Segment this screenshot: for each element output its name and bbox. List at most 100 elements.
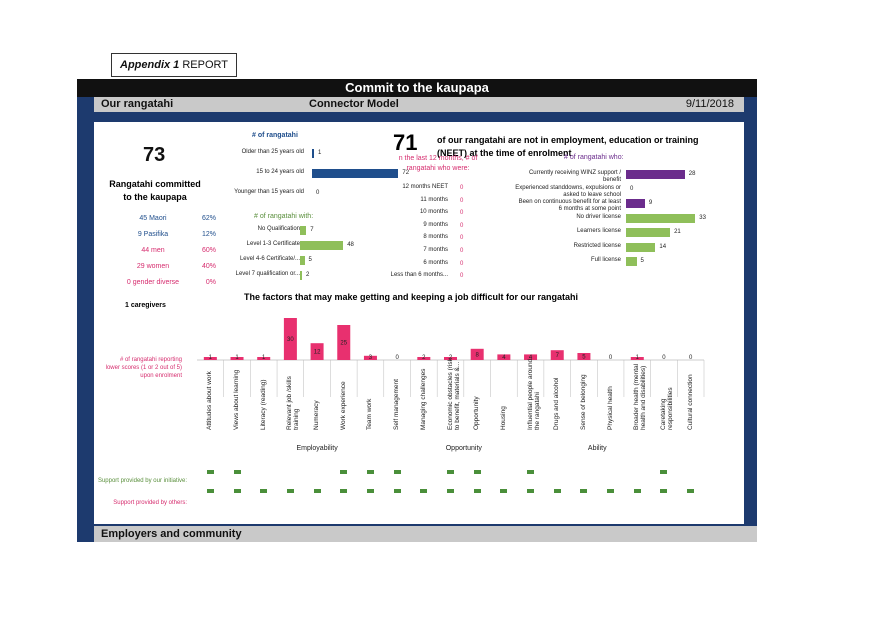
qualification-value: 5 bbox=[308, 257, 312, 263]
support-ours-marker bbox=[393, 470, 401, 474]
factor-group-label: Ability bbox=[587, 445, 607, 452]
support-ours-marker bbox=[206, 470, 214, 474]
support-others-marker bbox=[553, 489, 561, 493]
neet-value: 0 bbox=[460, 210, 464, 217]
who-value: 5 bbox=[640, 258, 644, 264]
factor-category-label: Self management bbox=[393, 379, 401, 430]
age-value: 72 bbox=[402, 170, 410, 176]
section-label: Our rangatahi bbox=[101, 98, 174, 110]
factor-bar bbox=[470, 348, 484, 360]
who-bar bbox=[626, 228, 671, 237]
summary-row-label: 9 Pasifika bbox=[137, 231, 169, 238]
who-label: Been on continuous benefit for at least … bbox=[518, 199, 621, 212]
factor-category-label: Physical health bbox=[606, 386, 614, 430]
neet-label: 6 months bbox=[423, 259, 448, 266]
support-others-marker bbox=[233, 489, 241, 493]
support-others-marker bbox=[366, 489, 374, 493]
qualification-value: 2 bbox=[306, 272, 310, 278]
neet-value: 0 bbox=[460, 248, 464, 254]
qualification-bar bbox=[300, 271, 302, 280]
support-ours-marker bbox=[233, 470, 241, 474]
caregivers-count: 1 caregivers bbox=[125, 302, 166, 309]
who-value: 14 bbox=[659, 243, 667, 250]
committed-label: Rangatahi committed to the kaupapa bbox=[109, 179, 201, 202]
factor-bar bbox=[310, 343, 324, 360]
qualification-label: Level 4-6 Certificate/... bbox=[239, 256, 300, 262]
who-bar bbox=[626, 257, 637, 266]
appendix-label: Appendix 1 REPORT 1 bbox=[111, 53, 237, 93]
qualification-bar bbox=[300, 226, 307, 235]
factor-bar bbox=[524, 354, 538, 360]
factor-value-label: 12 bbox=[314, 350, 321, 356]
factor-category-label: Team work bbox=[366, 398, 374, 430]
support-others-marker bbox=[447, 489, 454, 493]
qualification-bar bbox=[300, 241, 344, 250]
support-ours-marker bbox=[340, 470, 348, 474]
factor-category-label: Sense of belonging bbox=[579, 374, 587, 430]
neet-label: Less than 6 months... bbox=[390, 272, 448, 279]
factor-bar bbox=[203, 357, 217, 360]
factor-category-label: Numeracy bbox=[313, 400, 321, 430]
neet-value: 0 bbox=[460, 273, 464, 280]
qualification-bar bbox=[300, 256, 305, 265]
support-others-marker bbox=[260, 489, 268, 493]
age-heading: # of rangatahi bbox=[252, 132, 298, 139]
neet-label: 9 months bbox=[423, 221, 448, 228]
factors-title: The factors that may make getting and ke… bbox=[244, 292, 579, 302]
support-others-marker bbox=[286, 489, 294, 493]
support-others-marker bbox=[313, 489, 321, 493]
factors-side-label: # of rangatahi reporting lower scores (1… bbox=[105, 357, 182, 379]
support-others-label: Support provided by others: bbox=[113, 500, 187, 506]
factor-bar bbox=[417, 357, 431, 360]
who-bar bbox=[626, 213, 696, 223]
neet-value: 0 bbox=[460, 235, 464, 242]
qualification-value: 48 bbox=[347, 242, 354, 248]
qualification-heading: # of rangatahi with: bbox=[254, 213, 314, 220]
support-ours-marker bbox=[527, 470, 535, 474]
factor-category-label: Opportunity bbox=[473, 396, 481, 430]
summary-row-label: 44 men bbox=[141, 247, 165, 254]
factor-bar bbox=[337, 325, 351, 360]
factor-value-label: 0 bbox=[395, 355, 399, 361]
support-others-marker bbox=[393, 489, 401, 493]
factor-value-label: 0 bbox=[689, 355, 693, 361]
factor-category-label: Economic obstacles (risk to benefit, mat… bbox=[446, 358, 461, 430]
factor-category-label: Caretaking responsibilities bbox=[659, 387, 674, 430]
age-value: 0 bbox=[316, 190, 320, 196]
who-value: 0 bbox=[630, 185, 634, 192]
who-value: 28 bbox=[688, 171, 696, 177]
factor-value-label: 3 bbox=[369, 355, 373, 361]
report-title: Commit to the kaupapa bbox=[77, 79, 757, 97]
factor-category-label: Drugs and alcohol bbox=[553, 377, 561, 430]
who-label: Experienced standdowns, expulsions or as… bbox=[515, 184, 621, 198]
factor-category-label: Influential people around the rangatahi bbox=[526, 358, 541, 430]
factor-value-label: 2 bbox=[449, 355, 453, 361]
factor-category-label: Broader health (mental health and disabi… bbox=[633, 363, 648, 430]
support-ours-marker bbox=[473, 470, 481, 474]
report-content: 73 Rangatahi committed to the kaupapa 45… bbox=[94, 122, 744, 524]
summary-row-pct: 62% bbox=[201, 215, 216, 222]
neet-label: 11 months bbox=[420, 196, 448, 203]
support-others-marker bbox=[687, 489, 695, 493]
summary-row-pct: 60% bbox=[201, 247, 216, 254]
who-value: 33 bbox=[699, 214, 706, 221]
who-label: Full license bbox=[590, 257, 621, 263]
factor-group-label: Employability bbox=[296, 445, 338, 452]
factor-category-label: Literacy (reading) bbox=[259, 379, 267, 430]
factor-value-label: 4 bbox=[502, 355, 506, 361]
factor-category-label: Relevant job /skills training bbox=[286, 376, 301, 430]
model-label: Connector Model bbox=[309, 98, 399, 110]
factor-category-label: Views about learning bbox=[233, 369, 241, 430]
neet-heading: n the last 12 months, # of rangatahi who… bbox=[398, 155, 478, 172]
summary-row-label: 29 women bbox=[136, 263, 170, 270]
who-value: 21 bbox=[674, 229, 681, 235]
factor-bar bbox=[257, 357, 271, 360]
factor-bar bbox=[363, 355, 377, 360]
factor-bar bbox=[497, 354, 511, 360]
support-others-marker bbox=[660, 489, 668, 493]
factor-value-label: 1 bbox=[636, 355, 640, 361]
support-others-marker bbox=[206, 489, 214, 493]
factor-value-label: 1 bbox=[262, 355, 266, 361]
support-ours-marker bbox=[366, 470, 374, 474]
